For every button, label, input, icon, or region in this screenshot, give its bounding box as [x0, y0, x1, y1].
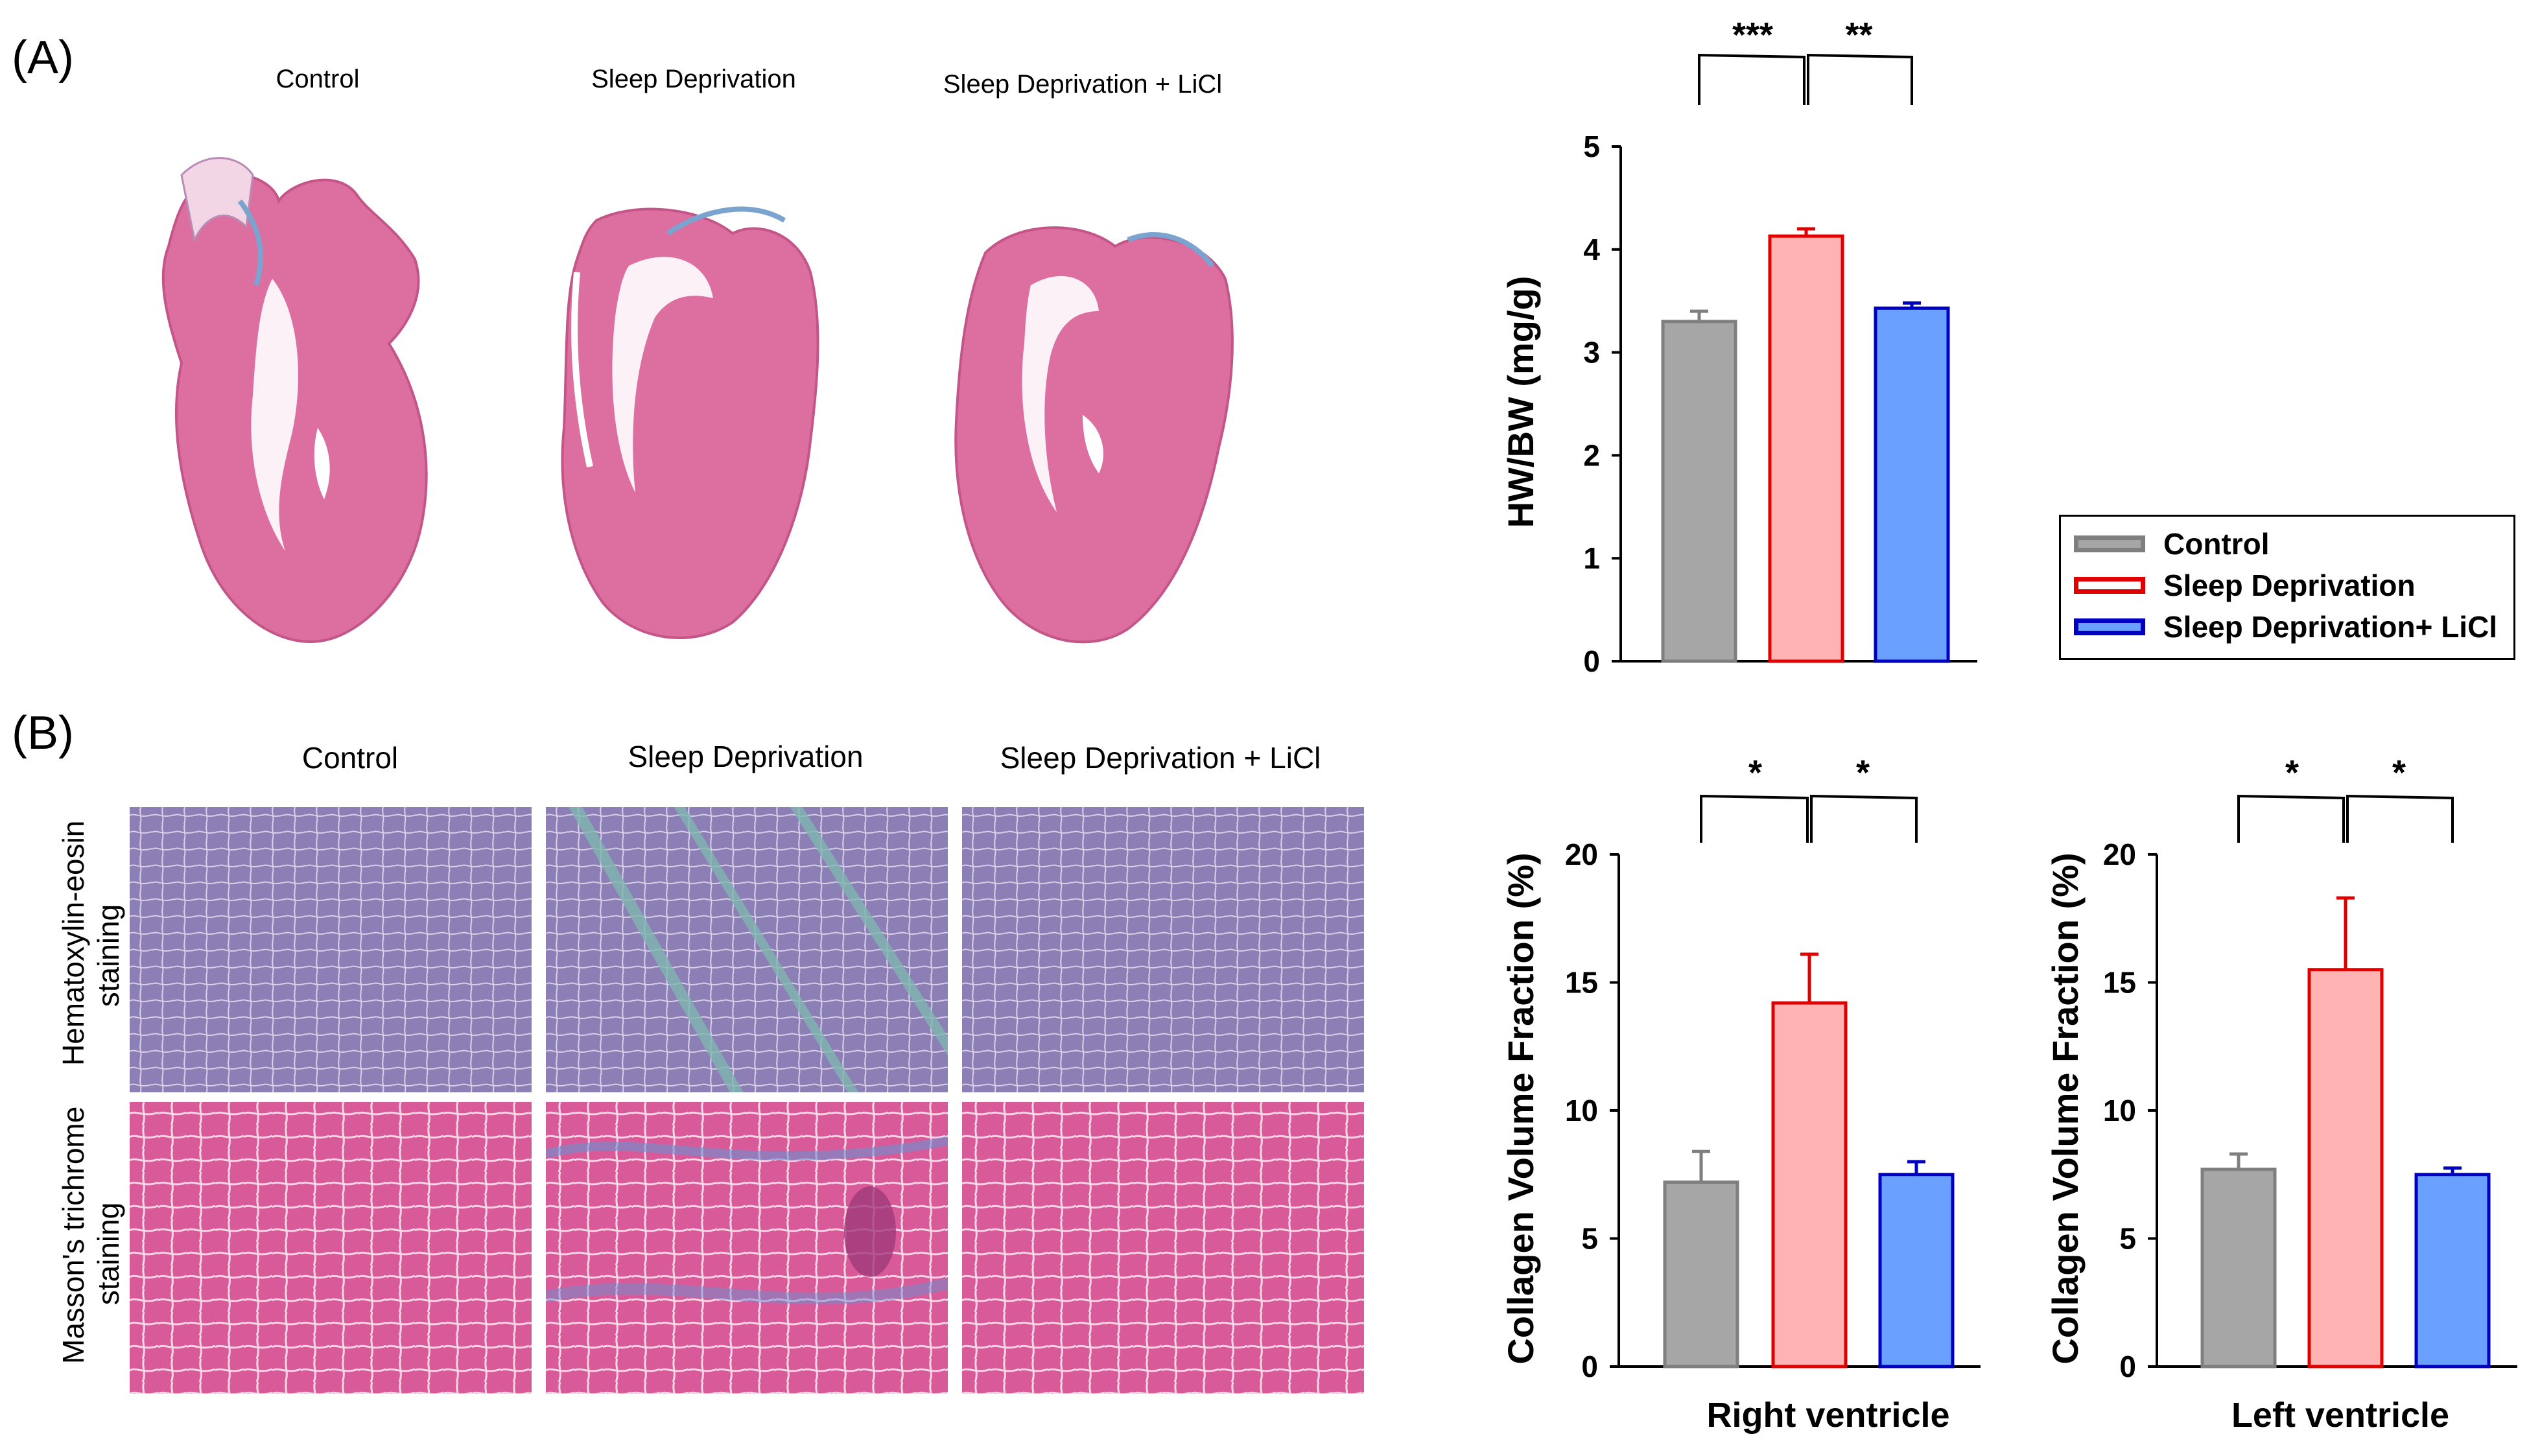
- y-tick-label: 15: [2103, 966, 2136, 1000]
- xlabel-right-ventricle: Right ventricle: [1706, 1396, 1950, 1435]
- y-tick-label: 0: [1583, 644, 1600, 678]
- bar: [1771, 1001, 1848, 1368]
- y-tick-label: 0: [2119, 1350, 2136, 1383]
- y-tick-label: 10: [2103, 1094, 2136, 1127]
- legend: Control Sleep Deprivation Sleep Deprivat…: [2059, 515, 2515, 660]
- micrograph-masson-control: [130, 1102, 532, 1394]
- micrograph-he-control: [130, 807, 532, 1092]
- bar: [1878, 1173, 1955, 1368]
- y-axis-title: Collagen Volume Fraction (%): [1500, 852, 1541, 1364]
- y-tick-label: 20: [1565, 838, 1598, 871]
- panel-b-col-control: Control: [301, 741, 399, 775]
- bar: [2414, 1173, 2491, 1368]
- y-axis-title: Collagen Volume Fraction (%): [2045, 852, 2086, 1364]
- legend-item-sleep-deprivation-licl: Sleep Deprivation+ LiCl: [2074, 607, 2497, 646]
- legend-label-sleep-deprivation-licl: Sleep Deprivation+ LiCl: [2163, 610, 2498, 644]
- y-tick-label: 5: [1581, 1222, 1598, 1256]
- significance-bracket: [1698, 53, 1806, 105]
- significance-marker: *: [1748, 753, 1762, 792]
- micrograph-he-sleep-deprivation: [546, 807, 948, 1092]
- legend-swatch-sleep-deprivation-licl: [2074, 618, 2145, 635]
- y-tick-label: 4: [1583, 233, 1600, 266]
- y-tick-label: 15: [1565, 966, 1598, 1000]
- panel-a-col-sleep-deprivation: Sleep Deprivation: [591, 65, 796, 93]
- bar: [1768, 234, 1844, 663]
- significance-marker: *: [2285, 753, 2299, 792]
- panel-a-col-control: Control: [276, 65, 360, 93]
- legend-item-sleep-deprivation: Sleep Deprivation: [2074, 566, 2416, 605]
- bar: [2307, 968, 2384, 1368]
- significance-marker: *: [2392, 753, 2406, 792]
- y-tick-label: 5: [1583, 130, 1600, 163]
- legend-item-control: Control: [2074, 524, 2270, 563]
- chart-cvf-right-ventricle: 0 5 10 15 20 Collagen Volume Fraction (%) * *: [1500, 753, 1981, 1383]
- y-tick-label: 3: [1583, 336, 1600, 370]
- legend-swatch-control: [2074, 535, 2145, 552]
- significance-marker: *: [1856, 753, 1870, 792]
- significance-bracket: [1810, 794, 1918, 843]
- y-tick-label: 10: [1565, 1094, 1598, 1127]
- bar: [1874, 306, 1950, 663]
- y-tick-label: 0: [1581, 1350, 1598, 1383]
- significance-bracket: [1700, 794, 1809, 843]
- significance-bracket: [2346, 794, 2454, 843]
- heart-section-control: [161, 157, 428, 644]
- panel-b-col-sleep-deprivation-licl: Sleep Deprivation + LiCl: [1000, 741, 1321, 775]
- panel-a-label: (A): [12, 32, 74, 84]
- micrograph-masson-sleep-deprivation-licl: [962, 1102, 1364, 1394]
- heart-section-sleep-deprivation: [561, 206, 819, 639]
- legend-swatch-sleep-deprivation: [2074, 577, 2145, 594]
- panel-b-label: (B): [12, 707, 74, 759]
- y-tick-label: 5: [2119, 1222, 2136, 1256]
- significance-marker: ***: [1732, 16, 1773, 54]
- significance-marker: **: [1845, 16, 1872, 54]
- legend-label-control: Control: [2163, 527, 2270, 561]
- legend-label-sleep-deprivation: Sleep Deprivation: [2163, 569, 2416, 602]
- panel-b-col-sleep-deprivation: Sleep Deprivation: [628, 740, 864, 773]
- significance-bracket: [2237, 794, 2345, 843]
- bar: [1661, 320, 1737, 663]
- micrograph-he-sleep-deprivation-licl: [962, 807, 1364, 1092]
- micrograph-masson-sleep-deprivation: [546, 1102, 948, 1394]
- bar: [1663, 1180, 1739, 1368]
- xlabel-left-ventricle: Left ventricle: [2231, 1396, 2450, 1435]
- bar: [2200, 1168, 2277, 1368]
- y-tick-label: 2: [1583, 438, 1600, 472]
- heart-section-sleep-deprivation-licl: [954, 226, 1234, 644]
- y-tick-label: 1: [1583, 541, 1600, 575]
- panel-a-col-sleep-deprivation-licl: Sleep Deprivation + LiCl: [943, 70, 1223, 99]
- y-axis-title: HW/BW (mg/g): [1500, 276, 1541, 528]
- y-tick-label: 20: [2103, 838, 2136, 871]
- chart-cvf-left-ventricle: 0 5 10 15 20 Collagen Volume Fraction (%) * *: [2045, 753, 2517, 1383]
- significance-bracket: [1807, 53, 1913, 105]
